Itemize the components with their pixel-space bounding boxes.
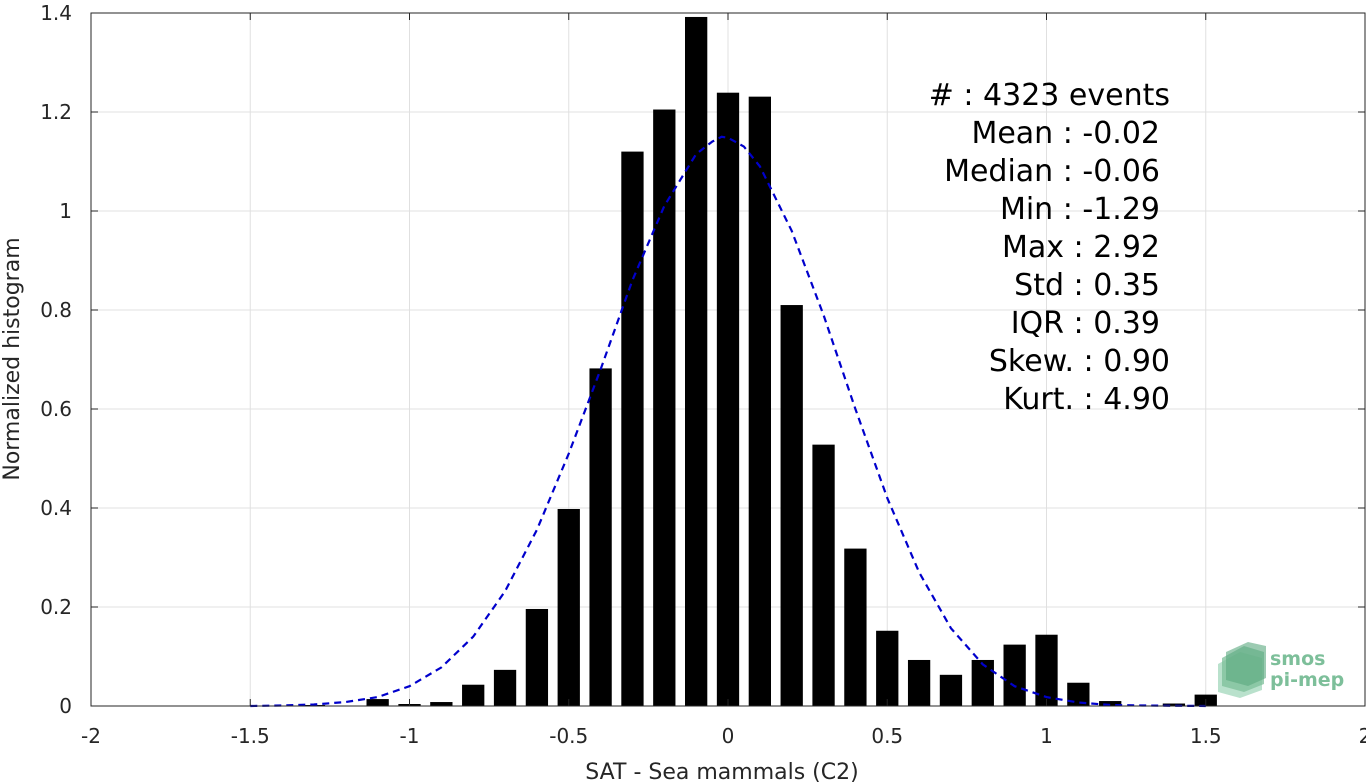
stat-line: Min : -1.29 xyxy=(1000,192,1160,227)
logo-text-smos: smos xyxy=(1270,648,1325,670)
histogram-bar xyxy=(430,702,453,706)
y-tick-label: 1.2 xyxy=(40,100,72,124)
stat-line: Std : 0.35 xyxy=(1014,268,1160,303)
histogram-bar xyxy=(557,508,580,706)
y-tick-label: 0.4 xyxy=(40,496,72,520)
y-tick-label: 1.4 xyxy=(40,1,72,25)
histogram-bar xyxy=(1067,682,1090,706)
x-tick-labels: -2 -1.5 -1 -0.5 0 0.5 1 1.5 2 xyxy=(81,724,1366,748)
x-tick-label: 2 xyxy=(1359,724,1366,748)
x-tick-label: -1.5 xyxy=(231,724,270,748)
x-tick-label: 0.5 xyxy=(871,724,903,748)
stat-line: # : 4323 events xyxy=(929,78,1170,113)
x-tick-label: -1 xyxy=(400,724,420,748)
smos-pimep-logo: smos pi-mep xyxy=(1218,642,1344,698)
histogram-bar xyxy=(621,151,644,707)
x-tick-label: -0.5 xyxy=(549,724,588,748)
histogram-bar xyxy=(907,659,931,706)
axes xyxy=(90,12,1366,707)
bars xyxy=(302,16,1217,707)
histogram-bar xyxy=(462,684,485,706)
y-tick-label: 1 xyxy=(59,199,72,223)
histogram-bar xyxy=(685,16,708,706)
histogram-bar xyxy=(716,92,740,706)
axes-frame xyxy=(90,12,1366,707)
histogram-bar xyxy=(1035,634,1058,706)
histogram-bar xyxy=(525,608,549,706)
x-tick-label: -2 xyxy=(81,724,101,748)
y-tick-labels: 0 0.2 0.4 0.6 0.8 1 1.2 1.4 xyxy=(40,1,72,718)
stat-line: Kurt. : 4.90 xyxy=(1003,382,1170,417)
histogram-bar xyxy=(748,96,771,706)
x-tick-label: 0 xyxy=(722,724,735,748)
normal-fit-curve xyxy=(250,135,1206,708)
stat-line: Skew. : 0.90 xyxy=(989,344,1170,379)
y-tick-label: 0 xyxy=(59,694,72,718)
y-tick-label: 0.2 xyxy=(40,595,72,619)
histogram-bar xyxy=(844,548,867,706)
x-axis-label: SAT - Sea mammals (C2) xyxy=(585,760,858,784)
y-axis-label: Normalized histogram xyxy=(0,237,25,480)
histogram-bar xyxy=(589,368,612,706)
histogram-bar xyxy=(1003,644,1026,706)
histogram-bar xyxy=(366,699,389,706)
y-tick-label: 0.6 xyxy=(40,397,72,421)
y-tick-label: 0.8 xyxy=(40,298,72,322)
x-tick-label: 1.5 xyxy=(1190,724,1222,748)
stat-line: Median : -0.06 xyxy=(944,154,1160,189)
histogram-bar xyxy=(971,659,994,706)
histogram-bar xyxy=(876,630,899,706)
histogram-bar xyxy=(493,669,517,706)
logo-stack-icon xyxy=(1218,642,1266,698)
histogram-bar xyxy=(1099,701,1122,706)
stat-line: Max : 2.92 xyxy=(1002,230,1160,265)
histogram-bar xyxy=(812,444,835,706)
stat-line: Mean : -0.02 xyxy=(971,116,1160,151)
histogram-bar xyxy=(780,305,803,706)
stat-line: IQR : 0.39 xyxy=(1011,306,1160,341)
histogram-bar xyxy=(653,109,676,706)
logo-text-pimep: pi-mep xyxy=(1270,669,1344,691)
x-tick-label: 1 xyxy=(1040,724,1053,748)
histogram-bar xyxy=(939,674,963,706)
histogram-bar xyxy=(1162,703,1186,706)
